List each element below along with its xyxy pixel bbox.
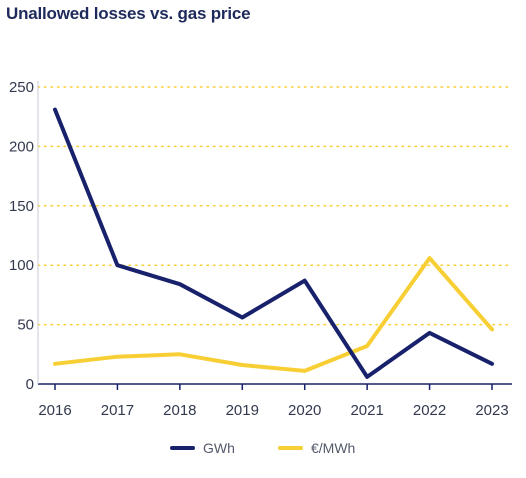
legend-label-gwh: GWh: [203, 440, 235, 456]
legend-label-eur-per-mwh: €/MWh: [311, 440, 356, 456]
y-tick-label: 150: [9, 198, 34, 215]
chart-title: Unallowed losses vs. gas price: [6, 4, 251, 23]
x-tick-label: 2021: [350, 402, 383, 419]
series-line-eur-per-mwh: [53, 256, 494, 373]
legend-swatch-eur-per-mwh: [278, 446, 303, 450]
legend-item-eur-per-mwh: €/MWh: [278, 438, 355, 458]
x-tick-label: 2016: [38, 402, 71, 419]
y-tick-label: 200: [9, 138, 34, 155]
y-axis-ticks: 0 50 100 150 200 250: [9, 79, 34, 393]
series-line-gwh: [53, 107, 494, 379]
x-tick-label: 2019: [226, 402, 259, 419]
x-tick-label: 2017: [101, 402, 134, 419]
legend-item-gwh: GWh: [170, 438, 235, 458]
x-tick-label: 2022: [413, 402, 446, 419]
x-tick-label: 2018: [163, 402, 196, 419]
x-tick-label: 2020: [288, 402, 321, 419]
y-tick-label: 100: [9, 257, 34, 274]
y-tick-label: 50: [17, 317, 34, 334]
y-tick-label: 0: [26, 376, 34, 393]
y-tick-label: 250: [9, 79, 34, 96]
grid-lines: [37, 86, 513, 326]
legend-swatch-gwh: [170, 446, 195, 450]
x-axis-ticks: 2016 2017 2018 2019 2020 2021 2022 2023: [38, 384, 509, 419]
x-tick-label: 2023: [475, 402, 508, 419]
series-lines: [53, 107, 494, 379]
legend: GWh €/MWh: [0, 438, 526, 458]
